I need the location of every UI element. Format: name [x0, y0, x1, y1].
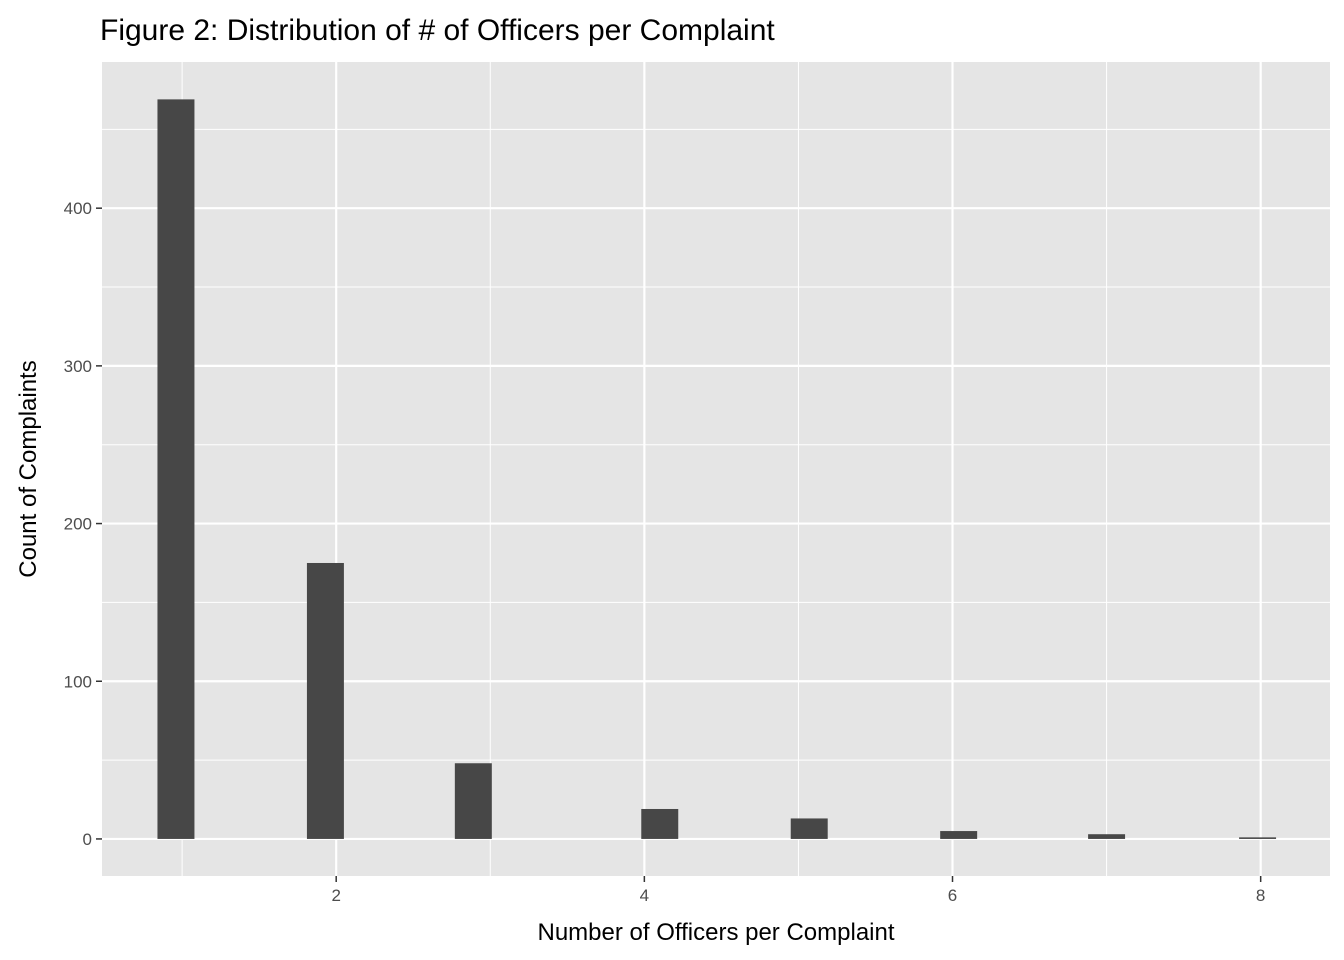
histogram-bar: [790, 818, 828, 839]
histogram-bar: [641, 808, 679, 839]
histogram-bar: [940, 831, 978, 839]
chart-title: Figure 2: Distribution of # of Officers …: [100, 14, 775, 47]
y-tick-label: 0: [83, 830, 92, 849]
y-tick-label: 200: [64, 515, 92, 534]
histogram-bar: [1088, 834, 1126, 839]
y-axis-label: Count of Complaints: [15, 360, 42, 577]
x-tick-label: 8: [1256, 886, 1265, 905]
x-tick-label: 2: [331, 886, 340, 905]
plot-panel: [102, 62, 1330, 876]
x-axis-label: Number of Officers per Complaint: [537, 919, 894, 946]
histogram-bar: [454, 763, 492, 839]
histogram-bar: [1239, 837, 1277, 839]
x-tick-label: 6: [948, 886, 957, 905]
x-tick-label: 4: [640, 886, 649, 905]
y-tick-label: 400: [64, 199, 92, 218]
y-tick-label: 300: [64, 357, 92, 376]
histogram-bar: [157, 99, 195, 839]
histogram-bar: [306, 562, 344, 839]
y-tick-label: 100: [64, 672, 92, 691]
